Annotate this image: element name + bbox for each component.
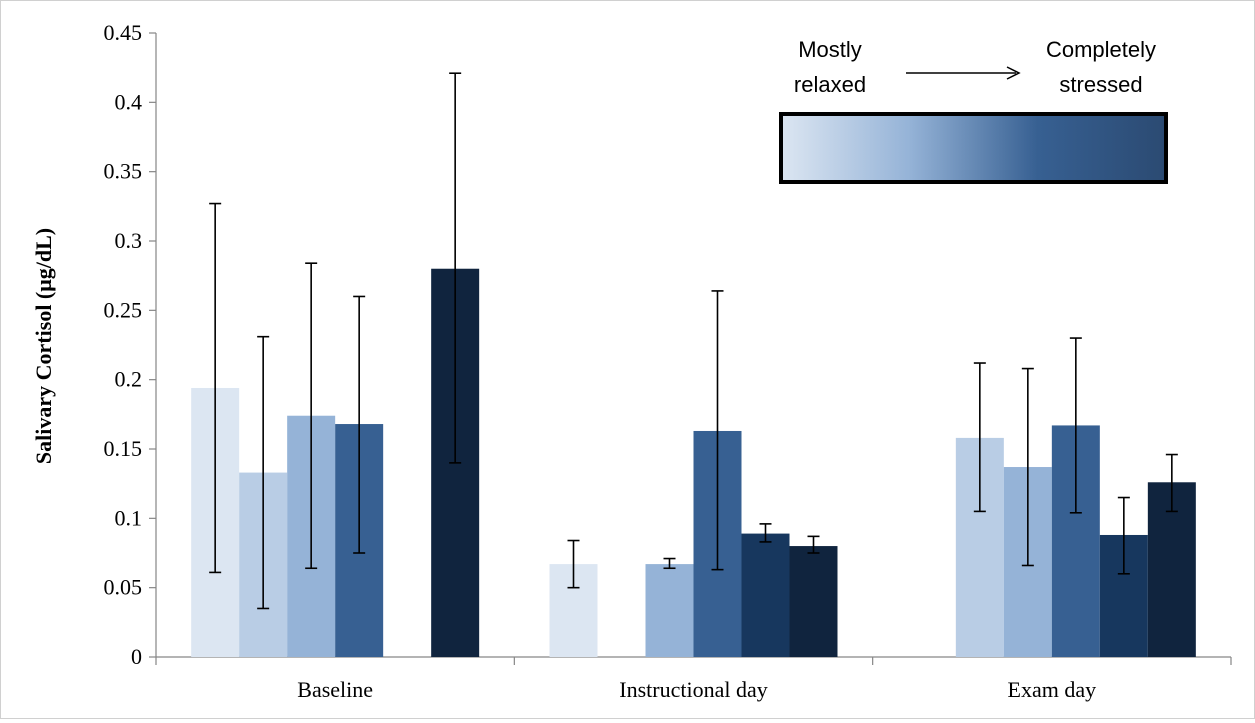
legend-arrow-head: [1006, 66, 1021, 80]
y-tick-label: 0.1: [115, 505, 143, 530]
legend-left-label-line2: relaxed: [794, 72, 866, 97]
y-tick-label: 0.3: [115, 228, 143, 253]
legend-arrow: [906, 66, 1021, 80]
error-bars: [209, 72, 1178, 610]
legend-right-label-line2: stressed: [1059, 72, 1142, 97]
bar: [789, 546, 838, 657]
legend: Mostly relaxed Completely stressed: [779, 37, 1168, 184]
y-tick-label: 0: [131, 644, 142, 669]
y-axis-ticks: 0 0.05 0.1 0.15 0.2 0.25 0.3 0.35 0.4 0.45: [104, 20, 156, 669]
y-tick-label: 0.2: [115, 367, 143, 392]
bars: [191, 268, 1196, 657]
y-axis-title-group: Salivary Cortisol (μg/dL): [31, 228, 56, 464]
legend-left-label-line1: Mostly: [798, 37, 862, 62]
x-axis-ticks: Baseline Instructional day Exam day: [155, 657, 1232, 702]
y-tick-label: 0.05: [104, 575, 143, 600]
y-tick-label: 0.4: [115, 89, 143, 114]
x-tick-label: Instructional day: [619, 677, 767, 702]
y-tick-label: 0.45: [104, 20, 143, 45]
x-tick-label: Baseline: [297, 677, 373, 702]
bar: [645, 564, 694, 657]
legend-gradient-bar: [779, 112, 1168, 184]
y-axis-title: Salivary Cortisol (μg/dL): [31, 228, 56, 464]
y-tick-label: 0.15: [104, 436, 143, 461]
legend-right-label-line1: Completely: [1046, 37, 1156, 62]
y-tick-label: 0.35: [104, 159, 143, 184]
bar: [741, 533, 790, 657]
x-tick-label: Exam day: [1008, 677, 1097, 702]
y-tick-label: 0.25: [104, 297, 143, 322]
